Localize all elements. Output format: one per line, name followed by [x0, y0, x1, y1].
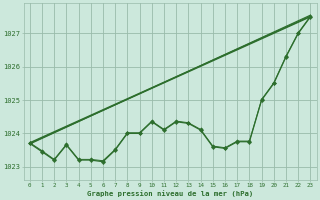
- X-axis label: Graphe pression niveau de la mer (hPa): Graphe pression niveau de la mer (hPa): [87, 190, 253, 197]
